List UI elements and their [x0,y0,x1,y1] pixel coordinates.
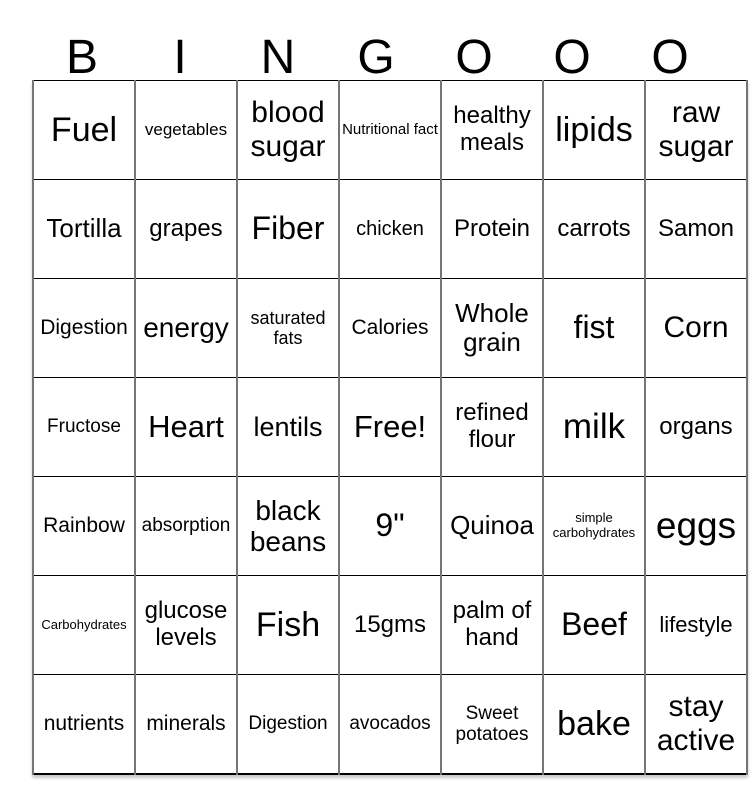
bingo-cell[interactable]: absorption [134,476,238,576]
bingo-grid: Fuel vegetables blood sugar Nutritional … [32,80,748,775]
bingo-cell[interactable]: Beef [542,575,646,675]
bingo-cell[interactable]: Quinoa [440,476,544,576]
bingo-cell[interactable]: Nutritional fact [338,80,442,180]
bingo-cell[interactable]: lifestyle [644,575,748,675]
title-letter-b: B [65,31,98,84]
bingo-cell[interactable]: avocados [338,674,442,775]
bingo-cell[interactable]: black beans [236,476,340,576]
title-letter-i: I [173,31,187,84]
bingo-cell[interactable]: glucose levels [134,575,238,675]
bingo-cell[interactable]: Tortilla [32,179,136,279]
grid-row: Fuel vegetables blood sugar Nutritional … [32,80,748,180]
bingo-cell[interactable]: raw sugar [644,80,748,180]
bingo-cell[interactable]: Corn [644,278,748,378]
bingo-cell[interactable]: grapes [134,179,238,279]
bingo-cell[interactable]: organs [644,377,748,477]
bingo-cell[interactable]: Digestion [236,674,340,775]
bingo-cell[interactable]: blood sugar [236,80,340,180]
title-letter-g: G [357,31,395,84]
grid-row: Carbohydrates glucose levels Fish 15gms … [32,575,748,675]
bingo-cell[interactable]: Fish [236,575,340,675]
bingo-cell[interactable]: refined flour [440,377,544,477]
bingo-cell[interactable]: minerals [134,674,238,775]
bingo-cell[interactable]: lentils [236,377,340,477]
grid-row: Fructose Heart lentils Free! refined flo… [32,377,748,477]
bingo-cell[interactable]: vegetables [134,80,238,180]
bingo-cell[interactable]: Fuel [32,80,136,180]
bingo-cell[interactable]: Protein [440,179,544,279]
bingo-cell[interactable]: Calories [338,278,442,378]
bingo-cell[interactable]: healthy meals [440,80,544,180]
grid-row: Digestion energy saturated fats Calories… [32,278,748,378]
title-letter-o1: O [455,31,493,84]
bingo-cell[interactable]: Samon [644,179,748,279]
title-letter-o2: O [553,31,591,84]
bingo-cell[interactable]: bake [542,674,646,775]
bingo-cell[interactable]: chicken [338,179,442,279]
bingo-title: B I N G O O O [33,0,719,84]
free-cell[interactable]: Free! [338,377,442,477]
grid-row: nutrients minerals Digestion avocados Sw… [32,674,748,775]
title-letter-n: N [260,31,296,84]
bingo-cell[interactable]: Whole grain [440,278,544,378]
bingo-cell[interactable]: energy [134,278,238,378]
bingo-cell[interactable]: saturated fats [236,278,340,378]
bingo-cell[interactable]: Rainbow [32,476,136,576]
bingo-cell[interactable]: Fiber [236,179,340,279]
bingo-cell[interactable]: lipids [542,80,646,180]
bingo-cell[interactable]: palm of hand [440,575,544,675]
bingo-cell[interactable]: Carbohydrates [32,575,136,675]
grid-row: Rainbow absorption black beans 9" Quinoa… [32,476,748,576]
bingo-cell[interactable]: nutrients [32,674,136,775]
bingo-cell[interactable]: 15gms [338,575,442,675]
bingo-cell[interactable]: 9" [338,476,442,576]
bingo-cell[interactable]: stay active [644,674,748,775]
bingo-cell[interactable]: Digestion [32,278,136,378]
bingo-cell[interactable]: Fructose [32,377,136,477]
bingo-cell[interactable]: eggs [644,476,748,576]
bingo-cell[interactable]: Heart [134,377,238,477]
bingo-cell[interactable]: Sweet potatoes [440,674,544,775]
bingo-cell[interactable]: fist [542,278,646,378]
title-letter-o3: O [651,31,689,84]
bingo-cell[interactable]: simple carbohydrates [542,476,646,576]
grid-row: Tortilla grapes Fiber chicken Protein ca… [32,179,748,279]
bingo-cell[interactable]: carrots [542,179,646,279]
bingo-cell[interactable]: milk [542,377,646,477]
